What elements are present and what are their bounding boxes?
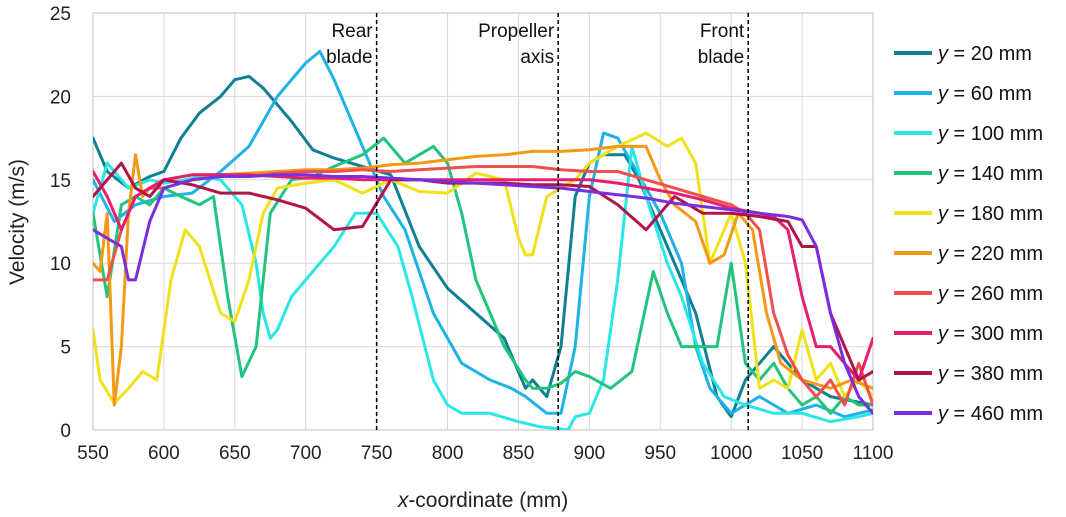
legend-label-var: y <box>936 243 949 265</box>
legend-label: y = 140 mm <box>936 163 1043 185</box>
y-tick-label: 20 <box>50 87 71 108</box>
legend-label: y = 300 mm <box>936 323 1043 345</box>
legend-label-rest: = 460 mm <box>948 403 1043 425</box>
x-tick-label: 650 <box>219 443 251 464</box>
x-tick-label: 1000 <box>710 443 752 464</box>
legend-label-rest: = 260 mm <box>948 283 1043 305</box>
x-tick-label: 800 <box>432 443 464 464</box>
series-line-2 <box>93 144 873 430</box>
x-axis-label-var: x <box>397 489 410 512</box>
annotation-label: blade <box>698 47 745 68</box>
y-tick-label: 25 <box>50 4 71 25</box>
legend-label: y = 260 mm <box>936 283 1043 305</box>
series-line-1 <box>93 49 873 419</box>
series-group <box>93 49 873 430</box>
series-line-4 <box>93 131 873 405</box>
legend-label-var: y <box>936 203 949 225</box>
legend-label-rest: = 100 mm <box>948 123 1043 145</box>
x-tick-label: 850 <box>503 443 535 464</box>
legend-label-var: y <box>936 283 949 305</box>
legend-label: y = 20 mm <box>936 43 1032 65</box>
x-tick-label: 750 <box>361 443 393 464</box>
legend-label-rest: = 180 mm <box>948 203 1043 225</box>
legend-label: y = 460 mm <box>936 403 1043 425</box>
legend-label-rest: = 140 mm <box>948 163 1043 185</box>
legend-label-rest: = 380 mm <box>948 363 1043 385</box>
legend-label: y = 220 mm <box>936 243 1043 265</box>
x-tick-label: 900 <box>574 443 606 464</box>
axis-ticks: 550 600 650 700 750 800 850 900 950 1000 1050 1100 0… <box>50 4 894 464</box>
legend-label-var: y <box>936 163 949 185</box>
legend-label-var: y <box>936 323 949 345</box>
annotation-label: Rear <box>331 21 373 42</box>
x-tick-label: 600 <box>148 443 180 464</box>
annotation-label: Front <box>700 21 745 42</box>
series-line-7 <box>93 170 873 382</box>
series-line-5 <box>93 144 873 407</box>
legend-label: y = 100 mm <box>936 123 1043 145</box>
y-tick-label: 0 <box>60 421 71 442</box>
legend-label: y = 180 mm <box>936 203 1043 225</box>
legend-label-var: y <box>936 123 949 145</box>
legend-label-var: y <box>936 363 949 385</box>
legend: y = 20 mmy = 60 mmy = 100 mmy = 140 mmy … <box>894 43 1043 425</box>
y-axis-label: Velocity (m/s) <box>6 159 29 285</box>
y-tick-label: 15 <box>50 171 71 192</box>
x-tick-label: 700 <box>290 443 322 464</box>
legend-label-rest: = 300 mm <box>948 323 1043 345</box>
x-tick-label: 1100 <box>853 443 894 464</box>
annotation-label: blade <box>326 47 373 68</box>
legend-label-rest: = 20 mm <box>948 43 1032 65</box>
annotation-label: axis <box>520 47 554 68</box>
x-axis-label: x-coordinate (mm) <box>397 489 568 512</box>
series-line-9 <box>93 173 873 415</box>
y-tick-label: 10 <box>50 254 71 275</box>
legend-label-var: y <box>936 403 949 425</box>
annotations: Rear blade Propeller axis Front blade <box>326 13 749 430</box>
x-tick-label: 1050 <box>781 443 823 464</box>
legend-label-var: y <box>936 43 949 65</box>
legend-label-rest: = 220 mm <box>948 243 1043 265</box>
legend-label: y = 380 mm <box>936 363 1043 385</box>
x-tick-label: 550 <box>77 443 109 464</box>
y-tick-label: 5 <box>60 338 71 359</box>
legend-label: y = 60 mm <box>936 83 1032 105</box>
legend-label-var: y <box>936 83 949 105</box>
x-axis-label-rest: -coordinate (mm) <box>408 489 568 512</box>
x-tick-label: 950 <box>644 443 676 464</box>
annotation-label: Propeller <box>478 21 555 42</box>
legend-label-rest: = 60 mm <box>948 83 1032 105</box>
